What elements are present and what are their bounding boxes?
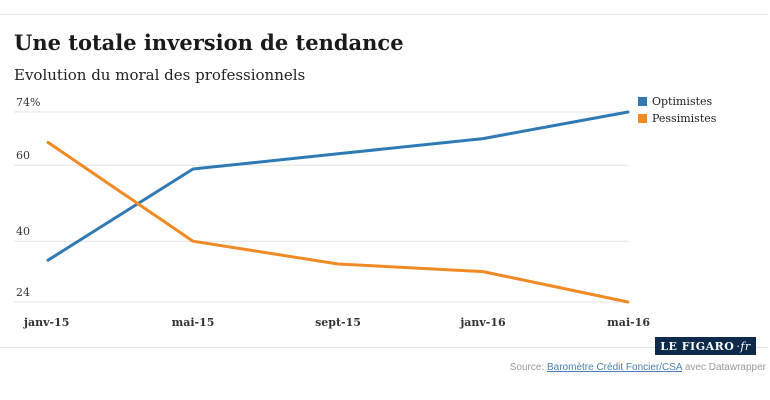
y-tick-label-74: 74% [16, 96, 40, 109]
y-tick-label-40: 40 [16, 225, 30, 238]
y-tick-label-60: 60 [16, 149, 30, 162]
legend-swatch-pessimistes [638, 114, 647, 123]
y-tick-label-24: 24 [16, 286, 30, 299]
series-line-optimistes [46, 110, 630, 262]
legend-swatch-optimistes [638, 97, 647, 106]
legend: Optimistes Pessimistes [638, 93, 716, 127]
legend-item-optimistes: Optimistes [638, 93, 716, 110]
chart-title: Une totale inversion de tendance [14, 30, 404, 55]
legend-item-pessimistes: Pessimistes [638, 110, 716, 127]
legend-label-optimistes: Optimistes [652, 95, 713, 108]
series-line-pessimistes [46, 140, 630, 304]
x-tick-label-janv-15: janv-15 [23, 316, 69, 329]
chart-frame [0, 14, 768, 348]
source-link[interactable]: Baromètre Crédit Foncier/CSA [547, 362, 683, 373]
x-tick-label-mai-15: mai-15 [172, 316, 215, 329]
le-figaro-logo[interactable]: LE FIGARO ·fr [655, 337, 756, 355]
x-tick-label-sept-15: sept-15 [315, 316, 361, 329]
chart-subtitle: Evolution du moral des professionnels [14, 66, 306, 84]
legend-label-pessimistes: Pessimistes [652, 112, 717, 125]
x-tick-label-janv-16: janv-16 [459, 316, 506, 329]
logo-main-text: LE FIGARO [660, 339, 735, 353]
source-note: Source: Baromètre Crédit Foncier/CSA ave… [510, 362, 766, 373]
source-suffix: avec Datawrapper [682, 362, 766, 373]
source-prefix: Source: [509, 362, 547, 373]
x-tick-label-mai-16: mai-16 [607, 316, 650, 329]
logo-suffix-text: ·fr [736, 339, 751, 353]
